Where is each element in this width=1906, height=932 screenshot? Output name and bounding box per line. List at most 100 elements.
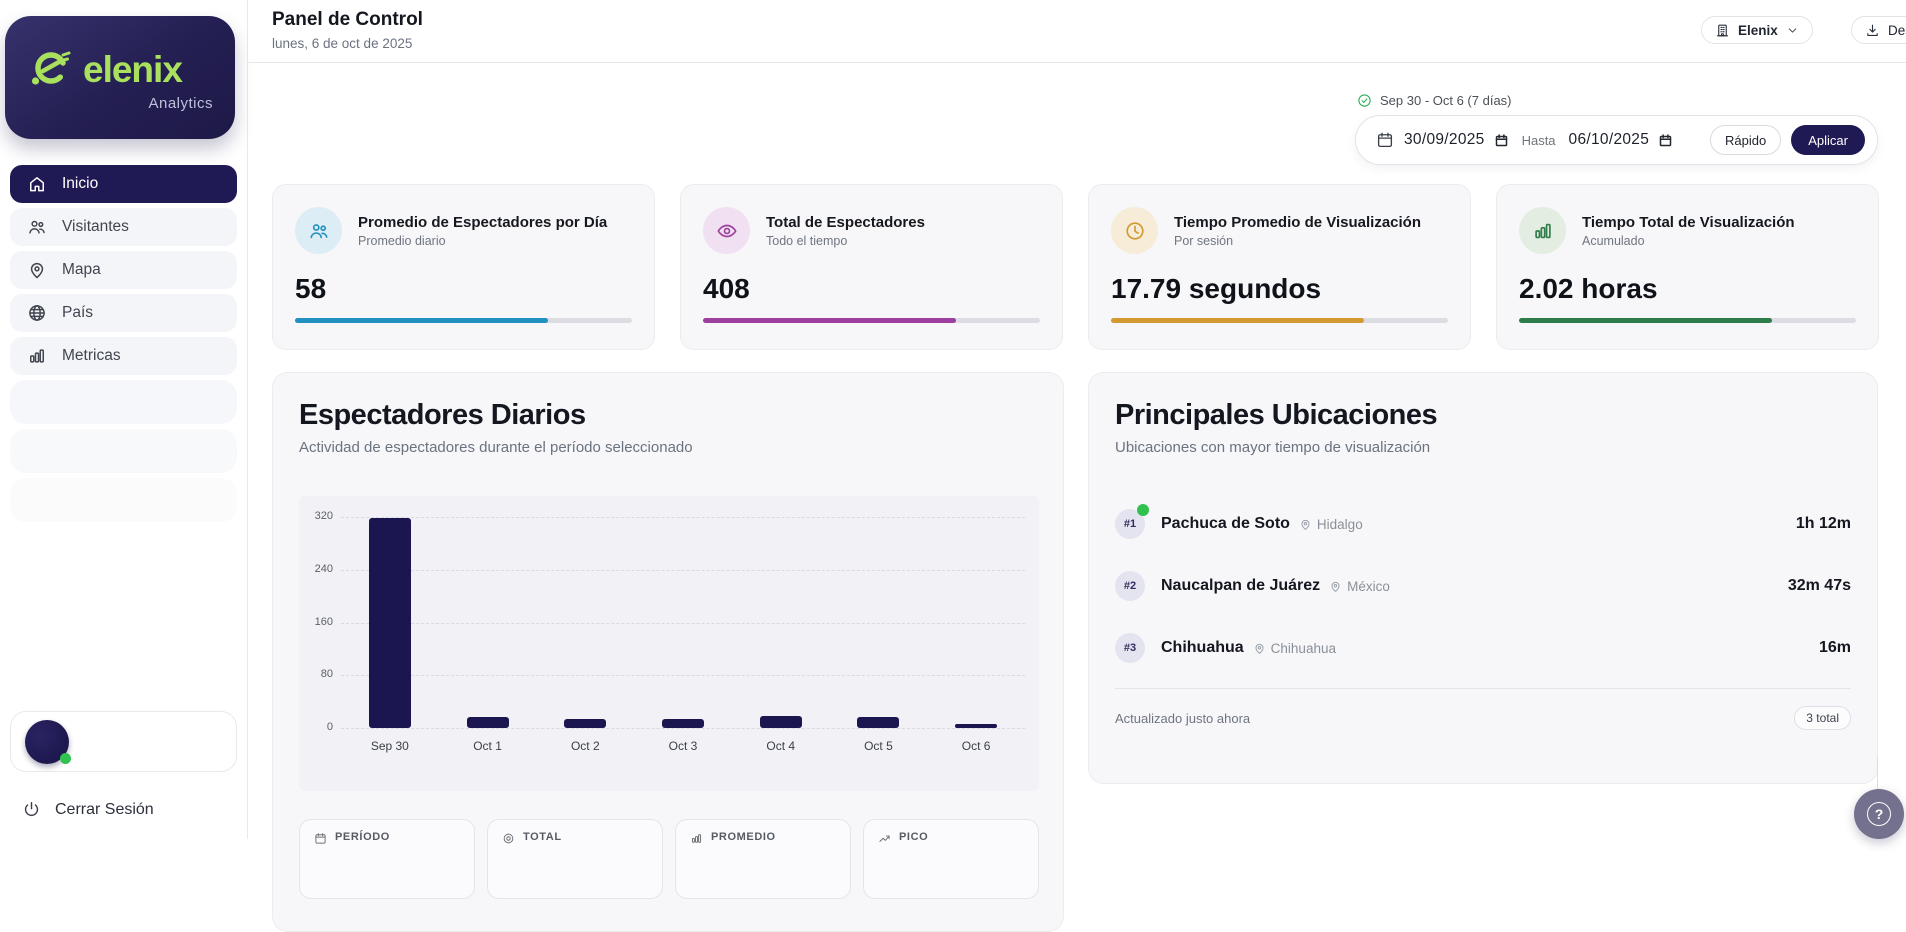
sidebar-item-mapa[interactable]: Mapa: [10, 251, 237, 289]
stat-progress-track: [1519, 318, 1856, 323]
chart-title: Espectadores Diarios: [299, 399, 586, 431]
sidebar-item-metricas[interactable]: Metricas: [10, 337, 237, 375]
apply-button[interactable]: Aplicar: [1791, 125, 1865, 155]
gridline: [341, 675, 1025, 677]
stat-subtitle: Por sesión: [1174, 233, 1234, 248]
updated-status: Actualizado justo ahora: [1115, 710, 1251, 726]
locations-title: Principales Ubicaciones: [1115, 399, 1438, 431]
online-status-dot: [60, 753, 71, 764]
online-dot: [1137, 504, 1149, 516]
stat-subtitle: Todo el tiempo: [766, 233, 848, 248]
bar-sep-30[interactable]: [368, 518, 411, 728]
y-axis-tick: 0: [326, 721, 333, 733]
rank-badge: #3: [1115, 633, 1145, 663]
end-date-input[interactable]: 06/10/2025: [1569, 131, 1674, 149]
location-row-naucalpan-de-juarez[interactable]: #2 Naucalpan de Juárez México 32m 47s: [1115, 564, 1851, 608]
help-button[interactable]: ?: [1854, 789, 1904, 839]
globe-icon: [27, 303, 47, 323]
sidebar-item-inicio[interactable]: Inicio: [10, 165, 237, 203]
stat-card-tiempo-total-de-visualizacion: Tiempo Total de Visualización Acumulado 2.…: [1496, 184, 1879, 350]
map-pin-icon: [1253, 642, 1266, 655]
locations-footer: Actualizado justo ahora 3 total: [1115, 706, 1851, 730]
locations-subtitle: Ubicaciones con mayor tiempo de visualiz…: [1115, 439, 1431, 456]
daterange-summary: Sep 30 - Oct 6 (7 días): [1357, 93, 1512, 108]
bar-oct-5[interactable]: [857, 716, 900, 728]
location-row-chihuahua[interactable]: #3 Chihuahua Chihuahua 16m: [1115, 626, 1851, 670]
chart-subtitle: Actividad de espectadores durante el per…: [299, 439, 693, 456]
daterange-bar: 30/09/2025 Hasta 06/10/2025 Rápido Aplic…: [1355, 115, 1878, 165]
stat-card-promedio-de-espectadores-por-dia: Promedio de Espectadores por Día Promedio…: [272, 184, 655, 350]
location-row-pachuca-de-soto[interactable]: #1 Pachuca de Soto Hidalgo 1h 12m: [1115, 502, 1851, 546]
location-watch-time: 16m: [1818, 639, 1851, 656]
sidebar-nav: Inicio Visitantes Mapa País Metricas: [10, 165, 237, 527]
daterange-summary-text: Sep 30 - Oct 6 (7 días): [1380, 93, 1512, 108]
download-button[interactable]: Descargar: [1851, 16, 1906, 44]
brand-name: elenix: [83, 48, 183, 90]
calendar-icon: [1376, 131, 1394, 149]
stat-value: 2.02 horas: [1519, 273, 1658, 304]
stat-progress-track: [703, 318, 1040, 323]
stat-value: 58: [295, 273, 327, 304]
date-picker-icon[interactable]: [1658, 133, 1673, 148]
chevron-down-icon: [1786, 24, 1799, 37]
bar-oct-4[interactable]: [759, 716, 802, 728]
chart-footer-pill-label: PROMEDIO: [711, 831, 776, 843]
avatar: [25, 720, 71, 764]
bar-oct-6[interactable]: [955, 724, 998, 728]
brand-tagline: Analytics: [148, 95, 213, 112]
bar-oct-1[interactable]: [466, 716, 509, 728]
map-pin-icon: [1299, 518, 1312, 531]
rank-badge: #2: [1115, 571, 1145, 601]
logout-button[interactable]: Cerrar Sesión: [22, 800, 154, 819]
top-locations-card: Principales Ubicaciones Ubicaciones con …: [1088, 372, 1878, 784]
bar-oct-2[interactable]: [564, 718, 607, 728]
y-axis-tick: 80: [320, 668, 333, 681]
stat-card-total-de-espectadores: Total de Espectadores Todo el tiempo 408: [680, 184, 1063, 350]
users-icon: [27, 217, 47, 237]
stat-subtitle: Acumulado: [1582, 233, 1645, 248]
sidebar-item-pais[interactable]: País: [10, 294, 237, 332]
gridline: [341, 517, 1025, 518]
location-city: Pachuca de Soto: [1161, 515, 1290, 532]
stat-title: Total de Espectadores: [766, 213, 925, 231]
chart-footer-pill-label: PERÍODO: [335, 831, 390, 843]
x-axis-tick: Sep 30: [370, 739, 409, 753]
eye-icon: [703, 207, 750, 254]
chart-footer-pill-total[interactable]: TOTAL: [487, 819, 663, 899]
location-city: Chihuahua: [1161, 639, 1244, 656]
end-date-value: 06/10/2025: [1568, 131, 1650, 148]
x-axis-tick: Oct 3: [668, 739, 698, 753]
user-card[interactable]: [10, 711, 237, 772]
x-axis-tick: Oct 1: [473, 739, 502, 753]
stat-value: 17.79 segundos: [1111, 273, 1322, 304]
x-axis-tick: Oct 4: [766, 739, 796, 753]
sidebar-item-label: Mapa: [62, 261, 101, 278]
page-title: Panel de Control: [272, 9, 423, 30]
stat-card-tiempo-promedio-de-visualizacion: Tiempo Promedio de Visualización Por sesi…: [1088, 184, 1471, 350]
start-date-input[interactable]: 30/09/2025: [1404, 131, 1509, 149]
quick-range-button[interactable]: Rápido: [1710, 125, 1782, 155]
location-watch-time: 1h 12m: [1795, 515, 1851, 532]
chart-footer-pill-promedio[interactable]: PROMEDIO: [675, 819, 851, 899]
date-picker-icon[interactable]: [1494, 133, 1509, 148]
stat-subtitle: Promedio diario: [358, 233, 446, 248]
chart-footer-pill-pico[interactable]: PICO: [863, 819, 1039, 899]
sidebar-placeholder: [10, 380, 237, 424]
bar-chart: 0 80 160 240 320 Sep 30 Oct 1 Oct 2 Oct 3 Oct 4 Oc…: [299, 496, 1039, 791]
chart-footer-pill-label: PICO: [899, 831, 929, 843]
download-label: Descargar: [1888, 22, 1906, 38]
sidebar-item-visitantes[interactable]: Visitantes: [10, 208, 237, 246]
sidebar-placeholder: [10, 478, 237, 522]
location-region: Chihuahua: [1270, 640, 1336, 656]
chart-footer-stats: PERÍODO TOTAL PROMEDIO PICO: [299, 819, 1039, 899]
org-selector-dropdown[interactable]: Elenix: [1701, 16, 1813, 44]
check-circle-icon: [1357, 93, 1372, 108]
map-pin-icon: [27, 260, 47, 280]
gridline: [341, 569, 1025, 571]
bar-oct-3[interactable]: [662, 718, 704, 728]
chart-footer-pill-periodo[interactable]: PERÍODO: [299, 819, 475, 899]
download-icon: [1865, 23, 1880, 38]
rank-badge: #1: [1115, 504, 1149, 539]
home-icon: [27, 174, 47, 194]
start-date-value: 30/09/2025: [1404, 131, 1485, 148]
